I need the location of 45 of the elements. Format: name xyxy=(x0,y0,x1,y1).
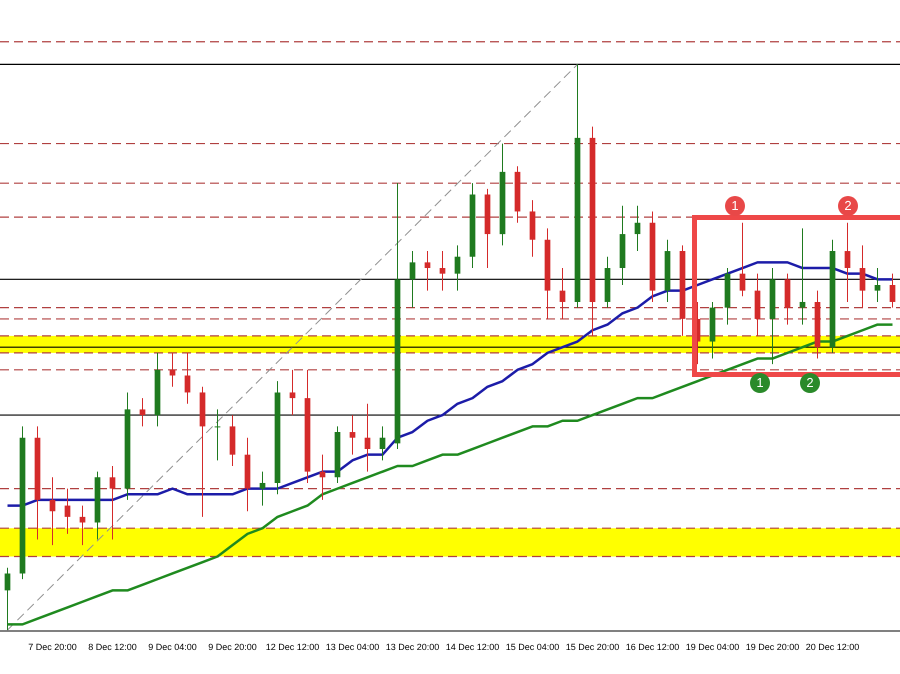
numbered-badge: 1 xyxy=(725,196,745,216)
x-tick-label: 19 Dec 04:00 xyxy=(686,642,740,652)
numbered-badge: 2 xyxy=(838,196,858,216)
candlestick xyxy=(350,414,356,456)
candlestick xyxy=(320,454,326,500)
numbered-badge: 1 xyxy=(750,373,770,393)
candlestick xyxy=(64,488,70,534)
x-tick-label: 15 Dec 04:00 xyxy=(506,642,560,652)
candlestick xyxy=(874,268,880,302)
candlestick xyxy=(380,426,386,461)
candlestick xyxy=(290,369,296,416)
x-tick-label: 7 Dec 20:00 xyxy=(28,642,77,652)
x-tick-label: 13 Dec 04:00 xyxy=(326,642,380,652)
candlestick xyxy=(170,352,176,388)
candlestick xyxy=(860,244,866,308)
candlestick xyxy=(844,222,850,302)
x-tick-label: 20 Dec 12:00 xyxy=(806,642,860,652)
x-tick-label: 13 Dec 20:00 xyxy=(386,642,440,652)
candlestick xyxy=(740,222,746,297)
candlestick xyxy=(184,352,190,404)
candlestick xyxy=(214,408,220,461)
candlestick xyxy=(424,250,430,292)
x-tick-label: 19 Dec 20:00 xyxy=(746,642,800,652)
x-tick-label: 9 Dec 20:00 xyxy=(208,642,257,652)
x-tick-label: 15 Dec 20:00 xyxy=(566,642,620,652)
candlestick xyxy=(364,403,370,472)
candlestick xyxy=(110,465,116,540)
candlestick xyxy=(634,205,640,252)
candlestick xyxy=(440,250,446,292)
x-tick-label: 16 Dec 12:00 xyxy=(626,642,680,652)
candlestick xyxy=(560,268,566,320)
candlestick xyxy=(410,250,416,308)
x-tick-label: 8 Dec 12:00 xyxy=(88,642,137,652)
x-tick-label: 14 Dec 12:00 xyxy=(446,642,500,652)
candlestick xyxy=(800,228,806,326)
x-tick-label: 12 Dec 12:00 xyxy=(266,642,320,652)
candlestick xyxy=(454,244,460,292)
candlestick xyxy=(140,398,146,427)
candlestick xyxy=(4,567,10,631)
candlestick xyxy=(890,273,896,308)
numbered-badge: 2 xyxy=(800,373,820,393)
candlestick xyxy=(80,505,86,546)
candlestick xyxy=(260,471,266,506)
x-tick-label: 9 Dec 04:00 xyxy=(148,642,197,652)
candlestick xyxy=(50,476,56,546)
